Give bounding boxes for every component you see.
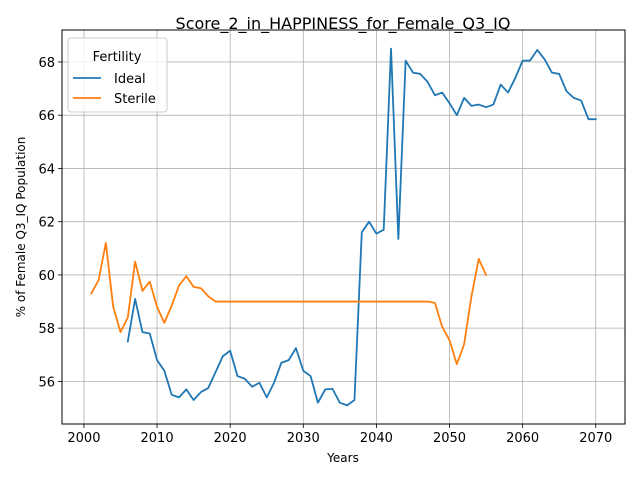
x-tick-label: 2020: [214, 431, 247, 446]
chart-title: Score_2_in_HAPPINESS_for_Female_Q3_IQ: [176, 14, 511, 34]
y-axis-ticks: 56 58 60 62 64 66 68: [38, 56, 62, 390]
legend-label-sterile: Sterile: [114, 92, 156, 107]
plot-frame: [61, 29, 626, 425]
legend-box: [67, 37, 168, 113]
x-tick-label: 2010: [141, 431, 174, 446]
y-tick-label: 66: [38, 109, 55, 124]
grid: [62, 30, 625, 424]
legend: Fertility Ideal Sterile: [67, 37, 168, 113]
x-tick-label: 2000: [67, 431, 100, 446]
x-tick-label: 2030: [287, 431, 320, 446]
x-tick-label: 2070: [579, 431, 612, 446]
y-tick-label: 60: [38, 269, 55, 284]
x-tick-label: 2040: [360, 431, 393, 446]
series-layer: [90, 47, 597, 407]
series-line-ideal: [126, 47, 597, 407]
x-axis-ticks: 2000 2010 2020 2030 2040 2050 2060 2070: [67, 424, 612, 446]
y-axis-label: % of Female Q3_IQ Population: [14, 137, 28, 318]
y-tick-label: 58: [38, 322, 55, 337]
x-tick-label: 2060: [506, 431, 539, 446]
y-tick-label: 56: [38, 375, 55, 390]
y-tick-label: 62: [38, 216, 55, 231]
x-axis-label: Years: [326, 451, 359, 465]
series-line-sterile: [90, 242, 488, 366]
legend-label-ideal: Ideal: [114, 72, 146, 87]
y-tick-label: 68: [38, 56, 55, 71]
legend-title: Fertility: [93, 50, 142, 65]
x-tick-label: 2050: [433, 431, 466, 446]
y-tick-label: 64: [38, 162, 55, 177]
